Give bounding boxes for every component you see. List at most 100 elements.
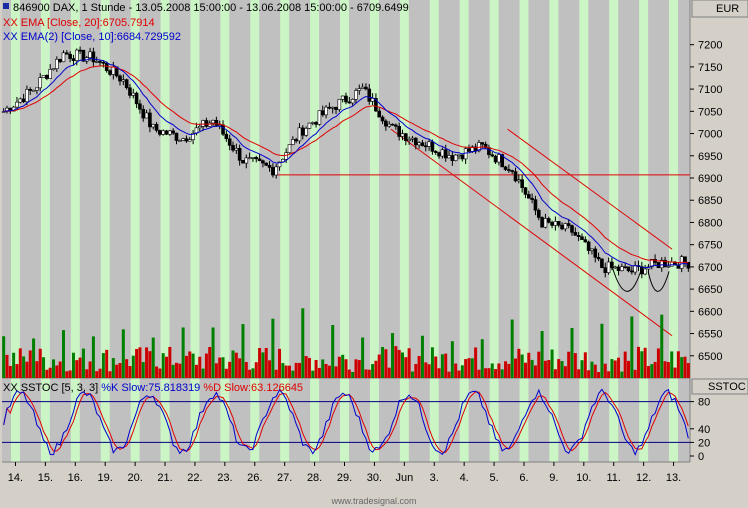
volume-bar [347,369,351,378]
stoch-tick-label: 0 [698,451,704,463]
candle-body [384,120,388,127]
volume-bar [377,354,381,378]
candle-body [427,141,431,147]
candle-body [41,74,46,79]
candle-body [550,222,554,226]
candle-body [413,137,418,146]
session-band [579,0,589,462]
volume-bar [291,370,295,378]
volume-bar [198,356,202,378]
volume-bar [321,359,325,378]
candle-body [58,59,62,63]
volume-bar [281,363,285,378]
date-tick-label: 19. [98,472,113,484]
volume-bar [633,369,637,378]
volume-bar [311,370,315,378]
candle-body [158,130,162,135]
volume-bar [228,361,232,378]
stoch-k-line [3,388,689,456]
candle-body [128,87,132,96]
candle-body [546,218,551,223]
candle-body [94,61,99,63]
volume-bar [640,351,644,378]
candle-body [527,194,531,199]
candle-body [400,133,405,137]
volume-bar [384,349,388,378]
bottom-arc [647,271,670,292]
date-tick-label: 5. [489,472,498,484]
currency-box [691,0,748,18]
volume-bar [533,365,537,378]
double-bottom-arcs [611,266,670,292]
candle-body [380,116,385,122]
volume-bar [474,347,478,378]
volume-bar [337,356,341,378]
volume-bar [5,354,9,378]
candle-body [590,248,594,251]
volume-bar [161,353,165,378]
candle-body [440,149,445,157]
price-tick-label: 6850 [698,195,722,207]
candle-body [164,130,169,135]
volume-bar [530,359,534,378]
candle-body [74,49,79,61]
candle-body [523,187,528,195]
volume-bar [550,349,554,378]
date-axis: 14. 15. 16. 19. 20. 21. 22. 23. 26. 27. 28. 29. 30. J… [8,462,681,484]
candle-body [430,141,435,152]
volume-bar [297,362,301,378]
volume-bar [617,357,621,378]
candle-body [65,52,69,55]
candle-body [134,92,139,105]
candle-body [254,157,259,160]
volume-bar [264,347,268,378]
candle-body [686,261,691,269]
stoch-tick-label: 40 [698,424,710,436]
volume-bar [391,333,395,378]
volume-bar [653,361,657,378]
session-band [369,0,379,462]
volume-bar [258,348,262,378]
candle-body [394,124,398,127]
date-tick-label: 13. [666,472,681,484]
bottom-arc [611,266,643,292]
volume-bar [663,361,667,378]
price-tick-label: 7150 [698,62,722,74]
volume-bar [274,369,278,378]
ema10-legend: XX EMA(2) [Close, 10]:6684.729592 [3,31,181,43]
stochastic-panel [2,388,690,456]
volume-bar [464,359,468,378]
candle-body [630,270,634,273]
candle-body [473,146,478,152]
price-tick-label: 6600 [698,306,722,318]
candle-body [45,74,49,79]
candle-body [417,142,421,146]
volume-bar [42,357,46,378]
volume-bar [414,363,418,378]
candle-body [144,112,149,119]
volume-bar [394,346,398,378]
date-tick-label: 6. [519,472,528,484]
volume-bar [251,368,255,378]
candle-body [330,106,335,109]
session-band [220,0,230,462]
volume-bar [683,356,687,378]
volume-bar [670,351,674,378]
candle-body [350,99,355,104]
volume-bar [148,351,152,378]
session-band [250,0,260,462]
candle-body [174,132,179,141]
candle-body [553,221,558,226]
volume-bar [646,366,650,378]
candle-body [626,266,631,272]
candle-body [207,122,212,127]
volume-bar [680,357,684,378]
volume-bar [460,365,464,378]
date-tick-label: 30. [367,472,382,484]
volume-bar [504,361,508,378]
candle-body [121,79,126,82]
candle-body [98,61,102,63]
volume-bar [410,371,414,378]
candle-body [307,122,312,129]
volume-bar [600,323,604,378]
